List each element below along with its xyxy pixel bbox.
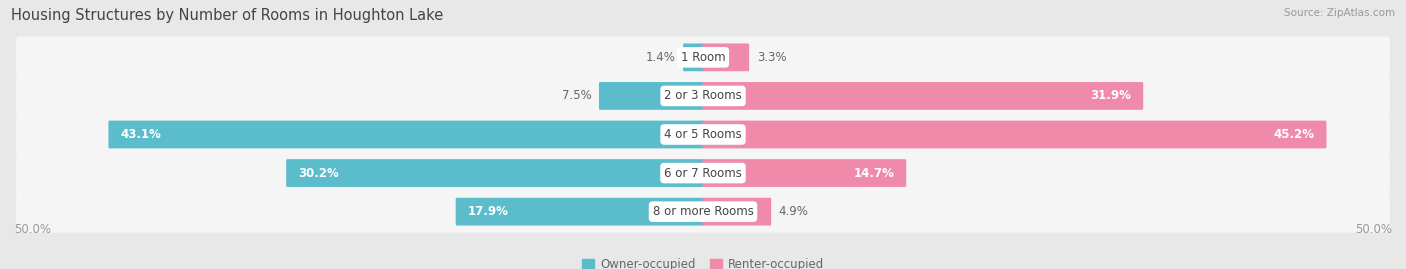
Text: 43.1%: 43.1% — [120, 128, 162, 141]
FancyBboxPatch shape — [15, 75, 1391, 117]
Text: 8 or more Rooms: 8 or more Rooms — [652, 205, 754, 218]
FancyBboxPatch shape — [15, 152, 1391, 194]
Text: 50.0%: 50.0% — [14, 222, 51, 236]
FancyBboxPatch shape — [456, 198, 703, 225]
Text: 3.3%: 3.3% — [756, 51, 786, 64]
FancyBboxPatch shape — [599, 82, 703, 110]
FancyBboxPatch shape — [683, 44, 703, 71]
FancyBboxPatch shape — [15, 191, 1391, 232]
Text: Housing Structures by Number of Rooms in Houghton Lake: Housing Structures by Number of Rooms in… — [11, 8, 443, 23]
Text: 1.4%: 1.4% — [645, 51, 675, 64]
Text: 2 or 3 Rooms: 2 or 3 Rooms — [664, 89, 742, 102]
FancyBboxPatch shape — [703, 198, 772, 225]
Text: 45.2%: 45.2% — [1274, 128, 1315, 141]
Text: 14.7%: 14.7% — [853, 167, 894, 180]
FancyBboxPatch shape — [108, 121, 703, 148]
FancyBboxPatch shape — [703, 159, 907, 187]
Text: 6 or 7 Rooms: 6 or 7 Rooms — [664, 167, 742, 180]
Text: 31.9%: 31.9% — [1091, 89, 1132, 102]
Text: 1 Room: 1 Room — [681, 51, 725, 64]
FancyBboxPatch shape — [703, 44, 749, 71]
FancyBboxPatch shape — [703, 82, 1143, 110]
Text: 7.5%: 7.5% — [561, 89, 592, 102]
FancyBboxPatch shape — [15, 114, 1391, 155]
Text: 4 or 5 Rooms: 4 or 5 Rooms — [664, 128, 742, 141]
FancyBboxPatch shape — [15, 37, 1391, 78]
Legend: Owner-occupied, Renter-occupied: Owner-occupied, Renter-occupied — [578, 253, 828, 269]
FancyBboxPatch shape — [703, 121, 1326, 148]
Text: Source: ZipAtlas.com: Source: ZipAtlas.com — [1284, 8, 1395, 18]
FancyBboxPatch shape — [287, 159, 703, 187]
Text: 30.2%: 30.2% — [298, 167, 339, 180]
Text: 17.9%: 17.9% — [467, 205, 508, 218]
Text: 4.9%: 4.9% — [779, 205, 808, 218]
Text: 50.0%: 50.0% — [1355, 222, 1392, 236]
